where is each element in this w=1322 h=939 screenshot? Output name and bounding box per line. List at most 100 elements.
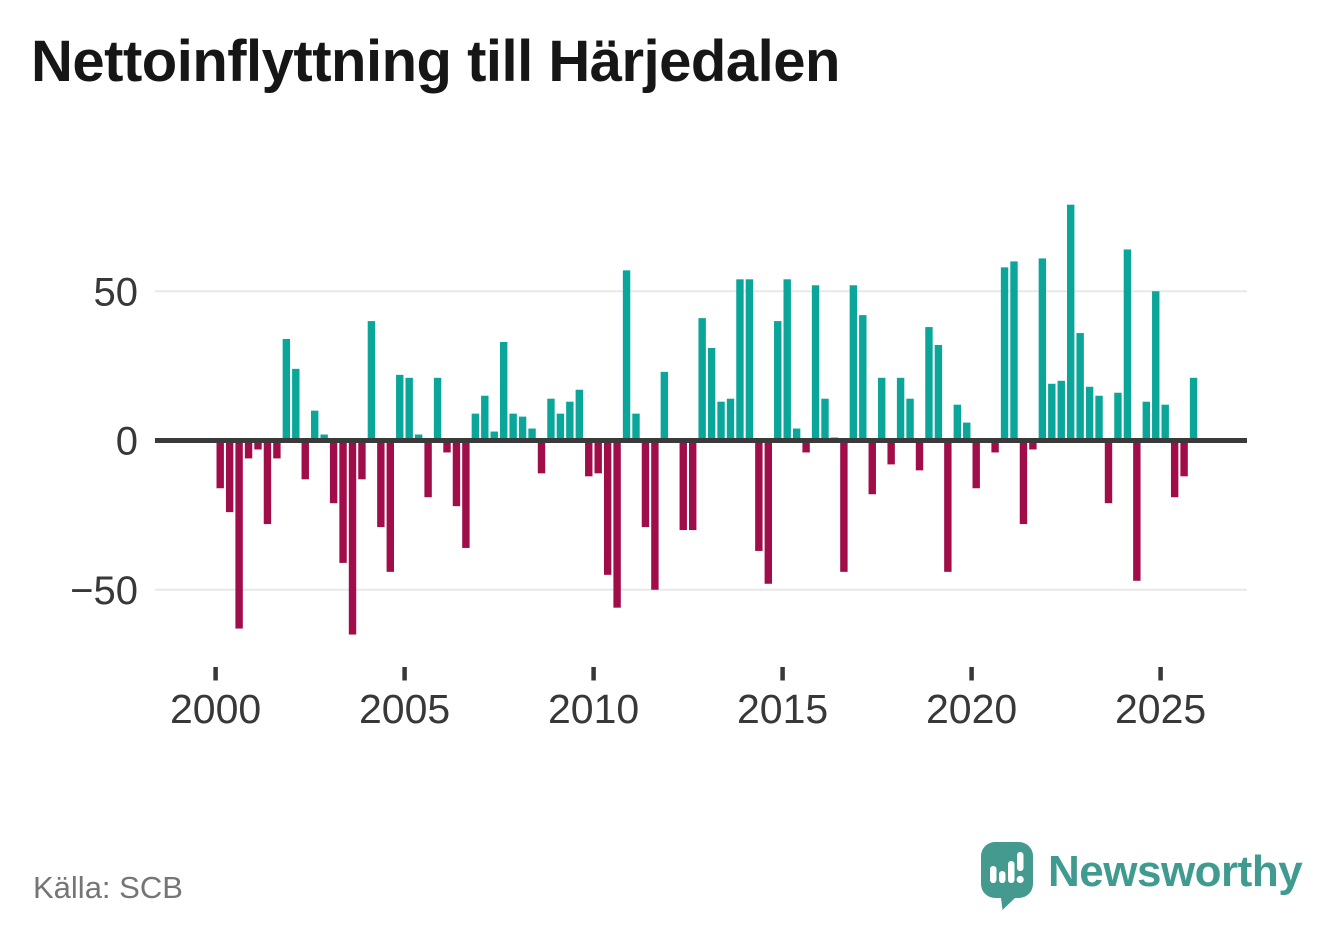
bar-2004Q1 xyxy=(367,321,376,441)
logo-exclamation-line xyxy=(1017,852,1024,871)
bar-2019Q4 xyxy=(963,422,971,441)
y-axis-label-0: 0 xyxy=(116,420,138,464)
bar-2011Q1 xyxy=(632,413,640,441)
bar-2010Q4 xyxy=(622,270,631,441)
bar-2020Q3 xyxy=(991,440,999,453)
bar-2005Q2 xyxy=(414,434,423,441)
newsworthy-bubble-icon xyxy=(981,842,1033,910)
bar-2015Q3 xyxy=(802,440,810,453)
bar-2013Q3 xyxy=(726,398,735,441)
bar-2001Q2 xyxy=(263,440,272,525)
bar-2004Q3 xyxy=(386,440,394,572)
bar-2025Q4 xyxy=(1189,377,1198,441)
x-axis-label-2010: 2010 xyxy=(548,686,639,732)
bar-2006Q4 xyxy=(471,413,480,441)
bar-2017Q2 xyxy=(868,440,876,495)
logo-bar-2 xyxy=(999,871,1006,883)
bar-2000Q4 xyxy=(244,440,253,459)
bar-2007Q1 xyxy=(481,395,489,441)
bar-2012Q4 xyxy=(698,318,706,441)
bar-2008Q1 xyxy=(518,416,527,441)
bar-2016Q4 xyxy=(849,285,858,441)
bar-2015Q1 xyxy=(783,279,791,441)
bar-2023Q1 xyxy=(1085,386,1094,441)
logo-exclamation-dot xyxy=(1016,875,1024,884)
bar-2018Q2 xyxy=(906,398,914,441)
bar-2025Q3 xyxy=(1180,440,1188,477)
bar-2003Q3 xyxy=(348,440,357,635)
bar-2022Q4 xyxy=(1076,333,1084,441)
bar-2010Q3 xyxy=(613,440,621,608)
y-axis-label--50: −50 xyxy=(70,569,138,613)
bar-2009Q1 xyxy=(556,413,565,441)
bar-2005Q3 xyxy=(424,440,432,498)
newsworthy-wordmark: Newsworthy xyxy=(1048,847,1303,896)
bar-2024Q4 xyxy=(1152,291,1160,441)
bar-2014Q1 xyxy=(745,279,754,441)
bar-2003Q1 xyxy=(329,440,338,504)
bar-2011Q3 xyxy=(651,440,659,590)
bar-2012Q3 xyxy=(689,440,697,531)
bar-2012Q2 xyxy=(679,440,687,531)
logo-bar-3 xyxy=(1008,861,1015,883)
bar-2016Q3 xyxy=(840,440,848,572)
bar-2001Q4 xyxy=(282,339,291,441)
bar-2004Q4 xyxy=(396,374,404,441)
bar-2019Q2 xyxy=(944,440,952,572)
bar-2022Q1 xyxy=(1048,383,1056,441)
bar-2011Q2 xyxy=(641,440,650,528)
bar-2023Q3 xyxy=(1104,440,1113,504)
bar-2004Q2 xyxy=(377,440,385,528)
source-label: Källa: SCB xyxy=(33,870,183,905)
bar-2024Q3 xyxy=(1142,401,1150,441)
bar-2014Q4 xyxy=(774,321,782,441)
bar-2024Q2 xyxy=(1133,440,1141,581)
bar-2005Q1 xyxy=(405,377,413,441)
bar-2021Q1 xyxy=(1010,261,1018,441)
newsworthy-logo: Newsworthy xyxy=(981,842,1303,910)
bar-2000Q2 xyxy=(225,440,234,513)
bar-2008Q3 xyxy=(537,440,546,474)
bar-2003Q2 xyxy=(339,440,347,563)
x-axis-label-2025: 2025 xyxy=(1115,686,1206,732)
bar-2018Q1 xyxy=(896,377,905,441)
bar-2018Q4 xyxy=(925,327,933,441)
bar-2010Q2 xyxy=(603,440,612,575)
bar-2007Q4 xyxy=(509,413,517,441)
bar-2022Q3 xyxy=(1067,204,1075,441)
bar-2023Q2 xyxy=(1095,395,1103,441)
bar-2023Q4 xyxy=(1114,392,1122,441)
bar-2025Q2 xyxy=(1170,440,1179,498)
x-axis-label-2015: 2015 xyxy=(737,686,828,732)
bar-2017Q3 xyxy=(878,377,886,441)
bar-2014Q2 xyxy=(755,440,763,551)
bar-2002Q2 xyxy=(301,440,309,480)
bar-2016Q1 xyxy=(821,398,829,441)
bar-2017Q4 xyxy=(887,440,895,465)
bar-2006Q1 xyxy=(443,440,451,453)
bar-2014Q3 xyxy=(764,440,772,584)
bar-2024Q1 xyxy=(1123,249,1132,441)
chart-title: Nettoinflyttning till Härjedalen xyxy=(31,29,840,94)
bar-2006Q2 xyxy=(452,440,461,507)
bar-2015Q2 xyxy=(792,428,801,441)
bar-2006Q3 xyxy=(462,440,470,548)
bar-2021Q4 xyxy=(1038,258,1047,441)
bar-2008Q4 xyxy=(547,398,555,441)
bar-2007Q3 xyxy=(500,342,508,441)
bar-2013Q1 xyxy=(707,347,716,441)
bar-2001Q3 xyxy=(273,440,281,459)
y-axis-label-50: 50 xyxy=(94,270,139,314)
bar-2013Q2 xyxy=(717,401,725,441)
bar-2017Q1 xyxy=(859,315,867,441)
bar-2025Q1 xyxy=(1161,404,1169,441)
bar-2009Q2 xyxy=(566,401,574,441)
logo-bar-1 xyxy=(990,866,997,883)
bar-2020Q1 xyxy=(972,440,980,489)
bar-2002Q3 xyxy=(311,410,319,441)
bar-2007Q2 xyxy=(490,431,498,441)
bar-2015Q4 xyxy=(811,285,820,441)
bar-2022Q2 xyxy=(1057,380,1065,441)
